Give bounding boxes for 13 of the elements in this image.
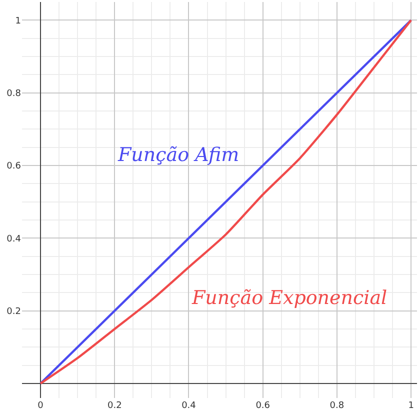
y-tick-label: 0.4 (6, 234, 22, 244)
x-tick-label: 0 (38, 401, 44, 411)
x-tick-label: 0.4 (182, 401, 196, 411)
series-label: Função Afim (117, 144, 240, 166)
x-tick-label: 0.2 (107, 401, 122, 411)
x-tick-label: 0.6 (256, 401, 270, 411)
y-tick-label: 0.2 (6, 306, 21, 317)
y-tick-label: 0.8 (6, 88, 22, 99)
x-tick-label: 0.8 (330, 401, 344, 411)
y-tick-label: 1 (15, 16, 21, 26)
x-tick-label: 1 (408, 401, 414, 411)
series-label: Função Exponencial (191, 287, 388, 309)
y-tick-label: 0.6 (6, 162, 22, 172)
